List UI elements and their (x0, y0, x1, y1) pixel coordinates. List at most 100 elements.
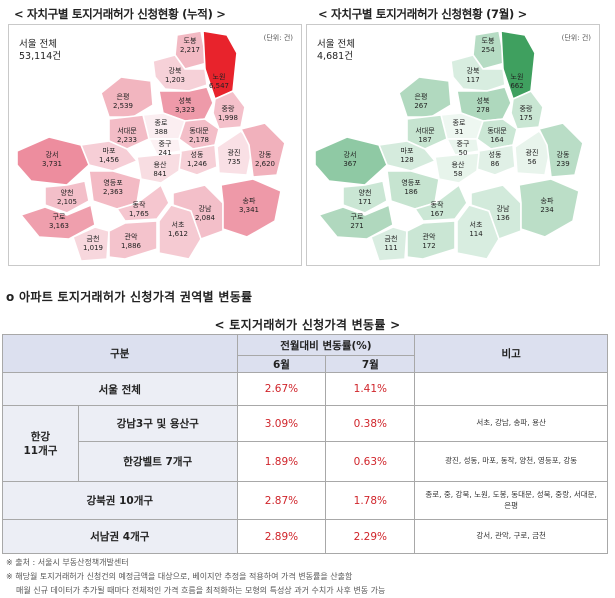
district-value-eunpyeong: 2,539 (113, 102, 133, 110)
district-name-dongdaemun: 동대문 (487, 127, 507, 135)
district-guro (20, 204, 96, 240)
district-gangseo (314, 136, 388, 186)
district-gangdong (538, 122, 584, 178)
district-value-seocho: 114 (469, 230, 483, 238)
row-note: 서초, 강남, 송파, 용산 (414, 405, 608, 442)
district-value-guro: 3,163 (49, 222, 69, 230)
district-value-eunpyeong: 267 (414, 102, 427, 110)
district-value-mapo: 128 (400, 156, 413, 164)
district-gangbuk (152, 54, 208, 92)
table-row: 서남권 4개구 2.89% 2.29% 강서, 관악, 구로, 금천 (2, 519, 608, 554)
district-value-dongdaemun: 2,178 (189, 136, 209, 144)
district-seodaemun (108, 114, 150, 150)
district-value-gwangjin: 735 (227, 158, 240, 166)
district-guro (318, 204, 394, 240)
district-eunpyeong (398, 76, 452, 118)
district-value-seongdong: 1,246 (187, 160, 208, 168)
district-value-seocho: 1,612 (168, 230, 188, 238)
map-title-july: < 자치구별 토지거래허가 신청현황 (7월) > (318, 7, 528, 21)
table-row: 강북권 10개구 2.87% 1.78% 종로, 중, 강북, 노원, 도봉, … (2, 481, 608, 520)
district-value-jung: 241 (158, 149, 171, 157)
district-name-gwanak: 관악 (423, 232, 436, 241)
district-value-jongno: 388 (154, 128, 167, 136)
district-name-seodaemun: 서대문 (415, 126, 435, 135)
district-name-gangbuk: 강북 (467, 66, 480, 75)
district-name-jung: 중구 (457, 140, 470, 148)
district-name-jongno: 종로 (453, 119, 466, 127)
table-title: < 토지거래허가 신청가격 변동률 > (214, 318, 401, 332)
district-songpa (220, 178, 282, 238)
row-label: 강남3구 및 용산구 (77, 405, 238, 442)
district-value-dobong: 254 (481, 46, 495, 54)
district-value-songpa: 3,341 (239, 206, 259, 214)
seoul-total-value: 4,681건 (317, 51, 353, 62)
district-value-yongsan: 58 (454, 170, 463, 178)
district-value-jung: 50 (459, 149, 468, 157)
seoul-district-map: 도봉2,217 노원6,547 강북1,203 성북3,323 중랑1,998 은평2,5… (16, 30, 286, 262)
district-name-dongjak: 동작 (431, 200, 444, 209)
district-name-geumcheon: 금천 (385, 234, 398, 243)
district-name-mapo: 마포 (401, 146, 414, 155)
district-name-gangnam: 강남 (497, 204, 510, 213)
district-value-seongdong: 86 (491, 160, 500, 168)
district-name-yangcheon: 양천 (61, 188, 74, 197)
district-value-mapo: 1,456 (99, 156, 120, 164)
district-value-yangcheon: 2,105 (57, 198, 77, 206)
district-value-geumcheon: 1,019 (83, 244, 103, 252)
header-change-rate: 전월대비 변동률(%) (236, 334, 416, 356)
unit-label: (단위: 건) (263, 34, 293, 42)
district-name-jongno: 종로 (155, 119, 168, 127)
district-name-songpa: 송파 (243, 196, 256, 205)
district-value-gangnam: 136 (496, 214, 510, 222)
district-value-dobong: 2,217 (180, 46, 200, 54)
district-name-gwanak: 관악 (125, 232, 138, 241)
map-title-cumulative: < 자치구별 토지거래허가 신청현황 (누적) > (14, 7, 226, 21)
district-value-gangseo: 367 (343, 160, 356, 168)
district-gwangjin (514, 130, 552, 176)
district-name-eunpyeong: 은평 (117, 92, 130, 101)
header-note: 비고 (414, 334, 608, 373)
district-name-gwangjin: 광진 (228, 148, 241, 157)
district-name-songpa: 송파 (541, 196, 554, 205)
district-value-gwanak: 172 (422, 242, 435, 250)
june-value: 1.89% (236, 441, 327, 482)
june-value: 2.87% (236, 481, 327, 520)
district-value-geumcheon: 111 (384, 244, 397, 252)
district-value-guro: 271 (350, 222, 363, 230)
district-gangnam (470, 184, 522, 240)
district-name-gangseo: 강서 (46, 150, 59, 159)
row-label: 서남권 4개구 (2, 519, 238, 554)
district-name-nowon: 노원 (213, 72, 226, 81)
district-name-seodaemun: 서대문 (117, 126, 137, 135)
district-gwangjin (216, 130, 254, 176)
district-name-dobong: 도봉 (482, 37, 495, 45)
row-note (414, 372, 608, 406)
district-name-jung: 중구 (159, 140, 172, 148)
july-value: 0.38% (325, 405, 416, 442)
july-value: 0.63% (325, 441, 416, 482)
district-value-seongbuk: 3,323 (175, 106, 195, 114)
section-title: o 아파트 토지거래허가 신청가격 권역별 변동률 (6, 290, 253, 304)
price-change-table: 구분 전월대비 변동률(%) 비고 6월 7월 서울 전체 2.67% 1.41… (2, 334, 608, 554)
district-value-gangseo: 3,731 (42, 160, 62, 168)
district-value-seodaemun: 2,233 (117, 136, 137, 144)
july-value: 1.78% (325, 481, 416, 520)
june-value: 3.09% (236, 405, 327, 442)
district-gwanak (406, 220, 456, 260)
district-dongjak (414, 184, 468, 222)
district-name-yeongdeungpo: 영등포 (103, 178, 123, 187)
district-gangbuk (450, 54, 506, 92)
row-label: 한강벨트 7개구 (77, 441, 238, 482)
district-value-yangcheon: 171 (358, 198, 371, 206)
district-value-seodaemun: 187 (418, 136, 431, 144)
seoul-total: 서울 전체 53,114건 (19, 39, 61, 63)
district-value-yongsan: 841 (153, 170, 166, 178)
district-value-gangdong: 2,620 (255, 160, 275, 168)
district-dobong (472, 30, 506, 70)
district-gangnam (172, 184, 224, 240)
footnotes: ※ 출처 : 서울시 부동산정책개발센터 ※ 해당월 토지거래허가 신청건의 예… (6, 556, 385, 598)
district-name-jungnang: 중랑 (520, 105, 533, 113)
district-name-gangnam: 강남 (199, 204, 212, 213)
district-name-dongjak: 동작 (133, 200, 146, 209)
row-note: 광진, 성동, 마포, 동작, 양천, 영등포, 강동 (414, 441, 608, 482)
